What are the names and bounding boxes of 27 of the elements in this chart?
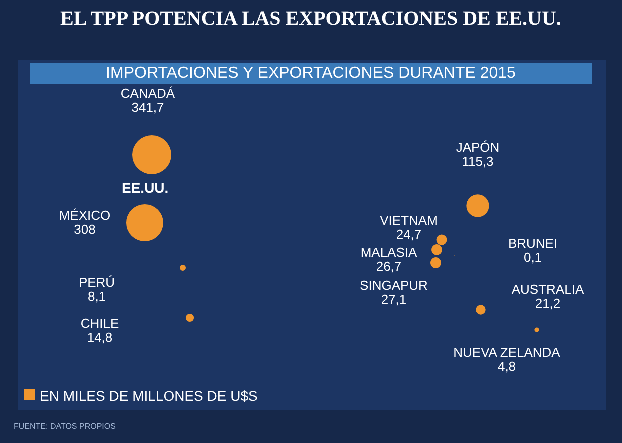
category-label: NUEVA ZELANDA: [454, 345, 561, 360]
category-label: CHILE: [80, 316, 120, 331]
text: EN MILES DE MILLONES DE U$S: [40, 388, 258, 404]
data-label: 26,7: [376, 259, 402, 274]
data-label: 14,8: [87, 330, 113, 345]
category-label: MÉXICO: [59, 208, 111, 223]
data-label: 341,7: [132, 100, 164, 115]
data-label: 4,8: [498, 359, 516, 374]
data-label: 21,2: [535, 296, 561, 311]
data-label: 27,1: [381, 292, 407, 307]
data-label: 8,1: [88, 289, 106, 304]
category-label: AUSTRALIA: [512, 282, 584, 297]
source-note: FUENTE: DATOS PROPIOS: [14, 422, 116, 431]
category-label: BRUNEI: [508, 236, 558, 251]
data-label: 115,3: [462, 154, 494, 169]
category-label: MALASIA: [360, 245, 418, 260]
category-label: PERÚ: [78, 275, 116, 290]
category-label: JAPÓN: [456, 140, 500, 155]
data-label: 24,7: [396, 227, 422, 242]
text: IMPORTACIONES Y EXPORTACIONES DURANTE 2015: [30, 63, 592, 84]
data-label: 308: [74, 222, 96, 237]
data-label: 0,1: [524, 250, 542, 265]
text: EE.UU.: [122, 180, 169, 196]
category-label: VIETNAM: [380, 213, 438, 228]
text: EL TPP POTENCIA LAS EXPORTACIONES DE EE.UU.: [60, 8, 562, 31]
category-label: SINGAPUR: [360, 278, 428, 293]
category-label: CANADÁ: [120, 86, 176, 101]
